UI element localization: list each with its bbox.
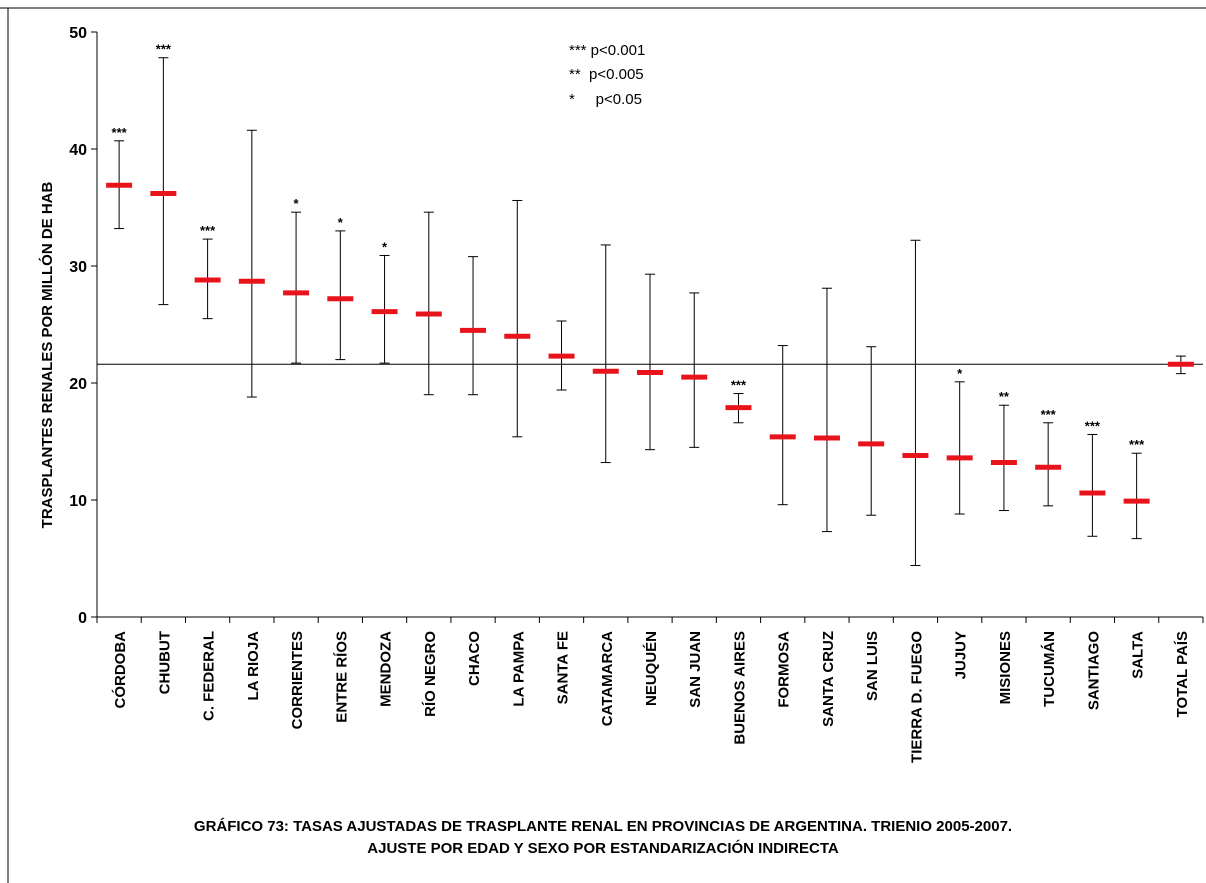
x-tick-label: CÓRDOBA	[111, 631, 129, 709]
x-tick-label: SALTA	[1130, 631, 1147, 679]
x-tick-label: CHUBUT	[156, 631, 173, 694]
x-tick-label: NEUQUÉN	[643, 631, 660, 706]
x-tick-label: SANTA FE	[555, 631, 572, 704]
x-tick-label: MISIONES	[997, 631, 1014, 704]
x-tick-label: SANTA CRUZ	[820, 631, 837, 727]
x-tick-label: MENDOZA	[378, 631, 395, 707]
significance-label: **	[999, 389, 1010, 404]
x-tick-label: C. FEDERAL	[201, 631, 218, 721]
x-tick-label: FORMOSA	[776, 631, 793, 708]
significance-label: *	[382, 239, 388, 254]
x-tick-label: CHACO	[466, 631, 483, 686]
significance-label: ***	[1085, 418, 1101, 433]
x-tick-label: SAN JUAN	[687, 631, 704, 708]
x-tick-label: LA PAMPA	[510, 631, 527, 707]
y-tick-label: 0	[78, 610, 87, 627]
chart-legend: *** p<0.001 ** p<0.005 * p<0.05	[569, 42, 645, 108]
x-tick-label: TUCUMÁN	[1041, 631, 1058, 707]
y-tick-label: 50	[69, 25, 87, 42]
significance-label: *	[338, 215, 344, 230]
y-tick-label: 20	[69, 376, 87, 393]
significance-label: ***	[1129, 437, 1145, 452]
x-tick-label: CORRIENTES	[289, 631, 306, 729]
legend-entry: ** p<0.005	[569, 66, 644, 83]
significance-label: ***	[156, 42, 172, 57]
legend-entry: *** p<0.001	[569, 42, 645, 59]
x-tick-label: JUJUY	[953, 631, 970, 679]
x-tick-label: RÍO NEGRO	[422, 631, 439, 717]
x-tick-label: TIERRA D. FUEGO	[908, 631, 925, 763]
x-tick-label: SAN LUIS	[864, 631, 881, 701]
legend-entry: * p<0.05	[569, 91, 642, 108]
x-tick-label: BUENOS AIRES	[731, 631, 748, 745]
y-axis-label: TRASPLANTES RENALES POR MILLÓN DE HAB	[38, 181, 56, 528]
y-tick-label: 30	[69, 259, 87, 276]
significance-label: ***	[112, 125, 128, 140]
x-tick-label: SANTIAGO	[1085, 631, 1102, 711]
significance-label: *	[957, 366, 963, 381]
significance-label: ***	[1041, 407, 1057, 422]
x-tick-label: LA RIOJA	[245, 631, 262, 701]
y-tick-label: 10	[69, 493, 87, 510]
significance-label: ***	[200, 223, 216, 238]
significance-label: ***	[731, 378, 747, 393]
chart-caption-line-1: GRÁFICO 73: TASAS AJUSTADAS DE TRASPLANT…	[193, 818, 1013, 835]
significance-label: *	[294, 196, 300, 211]
x-tick-label: TOTAL PAÍS	[1174, 631, 1191, 717]
chart-caption-line-2: AJUSTE POR EDAD Y SEXO POR ESTANDARIZACI…	[367, 840, 839, 857]
x-tick-label: ENTRE RÍOS	[333, 631, 350, 723]
x-tick-label: CATAMARCA	[599, 631, 616, 726]
y-tick-label: 40	[69, 142, 87, 159]
